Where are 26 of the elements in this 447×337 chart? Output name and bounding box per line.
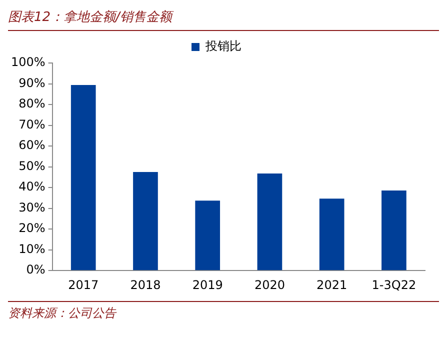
bar (195, 200, 220, 270)
y-tick-label: 60% (18, 138, 46, 152)
legend-label: 投销比 (204, 39, 242, 54)
y-tick-label: 100% (10, 55, 46, 70)
y-tick-label: 10% (18, 242, 46, 256)
x-tick-label: 2018 (130, 278, 161, 292)
y-tick-label: 20% (18, 221, 46, 236)
x-tick-label: 2020 (254, 278, 285, 292)
y-tick-label: 90% (18, 76, 46, 90)
bar (70, 85, 96, 270)
y-tick-label: 80% (18, 96, 46, 111)
text: 资料来源：公司公告 (8, 301, 439, 322)
y-tick-label: 50% (18, 158, 46, 173)
chart-title: 图表12：拿地金额/销售金额 (8, 8, 439, 31)
x-tick-label: 2021 (316, 278, 348, 292)
x-tick-label: 1-3Q22 (372, 278, 416, 292)
y-tick-label: 30% (18, 200, 46, 214)
bar (382, 190, 406, 270)
bar (257, 173, 282, 270)
y-tick-label: 40% (18, 180, 46, 194)
bar (133, 172, 158, 270)
bar (319, 198, 344, 270)
x-tick-label: 2017 (68, 278, 99, 292)
y-tick-label: 0% (26, 262, 46, 277)
x-tick-label: 2019 (192, 278, 223, 292)
y-tick-label: 70% (18, 117, 46, 132)
